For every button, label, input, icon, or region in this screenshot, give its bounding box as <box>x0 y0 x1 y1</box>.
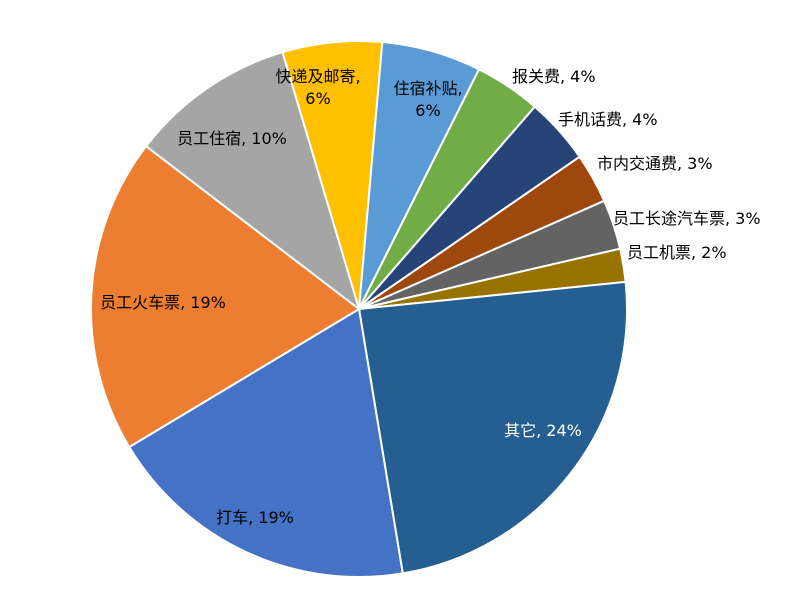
data-label: 住宿补贴, 6% <box>393 79 463 120</box>
data-label: 手机话费, 4% <box>558 110 658 129</box>
data-label: 员工住宿, 10% <box>177 129 287 148</box>
data-label: 快递及邮寄, 6% <box>275 67 361 108</box>
data-label: 市内交通费, 3% <box>597 154 713 173</box>
pie-slice <box>357 280 628 575</box>
data-label: 员工火车票, 19% <box>100 293 226 312</box>
data-label: 打车, 19% <box>216 508 294 527</box>
pie-slice <box>90 144 361 449</box>
pie-slice <box>127 307 404 578</box>
data-label: 其它, 24% <box>504 421 582 440</box>
data-label: 员工机票, 2% <box>627 243 727 262</box>
data-label: 报关费, 4% <box>512 67 596 86</box>
data-label: 员工长途汽车票, 3% <box>613 209 761 228</box>
pie-slice <box>144 50 361 312</box>
